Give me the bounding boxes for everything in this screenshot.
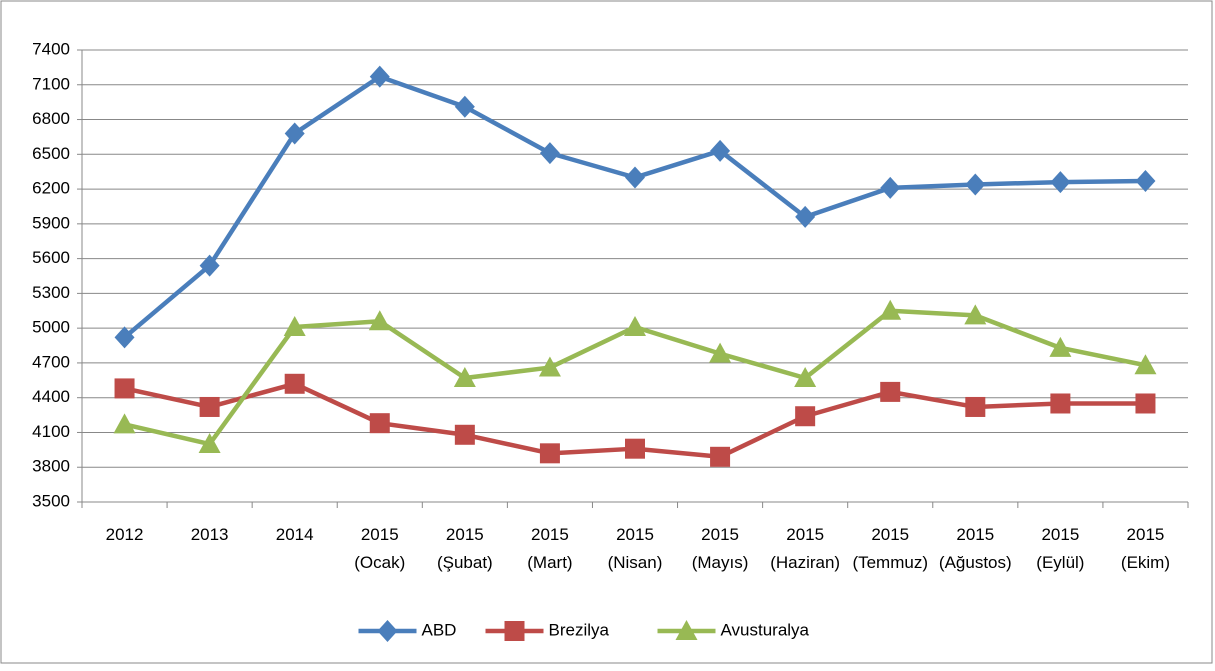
point — [114, 378, 135, 399]
point — [710, 446, 731, 467]
x-tick-label-line: (Ocak) — [354, 553, 405, 572]
point — [1134, 354, 1157, 375]
point — [199, 254, 220, 277]
legend-marker — [504, 621, 525, 641]
x-tick-label-line: (Şubat) — [437, 553, 493, 572]
point — [538, 356, 561, 377]
point — [794, 366, 817, 387]
x-tick-label: 2015 (Şubat) — [437, 525, 493, 572]
point — [199, 396, 220, 417]
x-tick-label: 2015 (Ağustos) — [939, 525, 1012, 572]
y-tick-label: 3500 — [32, 491, 70, 510]
x-tick-label: 2014 — [276, 525, 314, 544]
x-tick-label-line: (Nisan) — [608, 553, 663, 572]
x-tick-label: 2015 (Temmuz) — [852, 525, 928, 572]
legend-label: Brezilya — [549, 620, 610, 639]
x-tick-label: 2015 (Mart) — [527, 525, 572, 572]
x-tick-label-line: 2015 — [361, 525, 399, 544]
point — [198, 433, 221, 454]
y-tick-label: 6200 — [32, 179, 70, 198]
point — [284, 122, 305, 145]
point — [539, 142, 560, 165]
y-tick-label: 5900 — [32, 213, 70, 232]
point — [1135, 169, 1156, 192]
point — [1049, 336, 1072, 357]
y-tick-label: 7400 — [32, 39, 70, 58]
x-tick-label-line: 2014 — [276, 525, 314, 544]
point — [114, 326, 135, 349]
x-tick-label: 2015 (Mayıs) — [692, 525, 749, 572]
y-tick-label: 4700 — [32, 352, 70, 371]
x-tick-label-line: 2012 — [106, 525, 144, 544]
x-tick-label-line: 2015 — [531, 525, 569, 544]
x-tick-label-line: (Eylül) — [1036, 553, 1084, 572]
x-tick-label-line: (Mayıs) — [692, 553, 749, 572]
x-tick-label-line: 2015 — [786, 525, 824, 544]
point — [453, 366, 476, 387]
point — [539, 443, 560, 464]
point — [880, 381, 901, 402]
point — [795, 205, 816, 228]
x-tick-label-line: 2013 — [191, 525, 229, 544]
x-tick-label: 2013 — [191, 525, 229, 544]
x-tick-label: 2012 — [106, 525, 144, 544]
point — [1050, 393, 1071, 414]
y-tick-label: 4400 — [32, 387, 70, 406]
x-tick-label-line: 2015 — [956, 525, 994, 544]
point — [879, 299, 902, 320]
x-tick-label: 2015 (Ocak) — [354, 525, 405, 572]
x-tick-label-line: (Mart) — [527, 553, 572, 572]
legend-marker — [675, 620, 698, 640]
point — [454, 95, 475, 118]
point — [284, 373, 305, 394]
point — [1050, 171, 1071, 194]
x-tick-label-line: 2015 — [871, 525, 909, 544]
point — [880, 176, 901, 199]
y-tick-label: 6800 — [32, 109, 70, 128]
x-tick-label: 2015 (Eylül) — [1036, 525, 1084, 572]
x-tick-label: 2015 (Nisan) — [608, 525, 663, 572]
x-tick-label: 2015 (Haziran) — [770, 525, 840, 572]
x-tick-label-line: (Temmuz) — [852, 553, 928, 572]
point — [965, 173, 986, 196]
legend-label: Avusturalya — [721, 620, 810, 639]
legend-marker — [377, 620, 398, 642]
x-tick-label-line: (Ekim) — [1121, 553, 1170, 572]
x-tick-label-line: 2015 — [1127, 525, 1165, 544]
point — [624, 315, 646, 336]
x-tick-label: 2015 (Ekim) — [1121, 525, 1170, 572]
x-tick-label-line: (Haziran) — [770, 553, 840, 572]
point — [709, 342, 732, 363]
point — [625, 438, 645, 459]
point — [795, 406, 816, 427]
point — [625, 166, 645, 189]
point — [710, 139, 731, 162]
x-tick-label-line: 2015 — [1041, 525, 1079, 544]
point — [965, 396, 986, 417]
point — [283, 315, 306, 336]
y-tick-label: 4100 — [32, 422, 70, 441]
y-tick-label: 5000 — [32, 318, 70, 337]
point — [368, 310, 391, 331]
point — [113, 413, 136, 434]
x-tick-label-line: 2015 — [616, 525, 654, 544]
point — [454, 424, 475, 445]
y-tick-label: 7100 — [32, 74, 70, 93]
y-tick-label: 5300 — [32, 283, 70, 302]
point — [369, 65, 390, 88]
point — [1135, 393, 1156, 414]
y-tick-label: 5600 — [32, 248, 70, 267]
y-tick-label: 3800 — [32, 457, 70, 476]
x-tick-label-line: (Ağustos) — [939, 553, 1012, 572]
legend-label: ABD — [422, 620, 457, 639]
x-tick-label-line: 2015 — [701, 525, 739, 544]
point — [964, 304, 987, 325]
y-tick-label: 6500 — [32, 144, 70, 163]
point — [369, 413, 390, 434]
x-tick-label-line: 2015 — [446, 525, 484, 544]
